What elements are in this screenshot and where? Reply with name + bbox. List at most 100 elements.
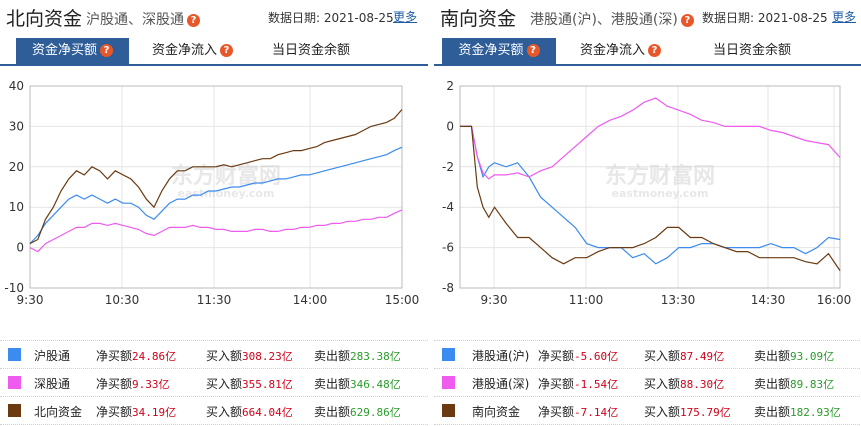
y-tick-label: -10 bbox=[4, 281, 24, 295]
x-tick-label: 14:00 bbox=[293, 293, 328, 307]
more-link[interactable]: 更多 bbox=[393, 10, 418, 24]
buy-value: 308.23亿 bbox=[242, 350, 293, 363]
x-tick-label: 9:30 bbox=[481, 293, 508, 307]
legend-name: 港股通(沪) bbox=[472, 349, 530, 363]
legend-row[interactable]: 南向资金 净买额-7.14亿 买入额175.79亿 卖出额182.93亿 bbox=[434, 396, 861, 425]
series-line bbox=[29, 109, 403, 245]
y-tick-label: 20 bbox=[9, 160, 24, 174]
tab-balance[interactable]: 当日资金余额 bbox=[272, 38, 350, 64]
buy-amount: 买入额88.30亿 bbox=[644, 375, 724, 392]
net-label: 净买额 bbox=[538, 349, 575, 363]
help-icon[interactable]: ? bbox=[220, 44, 234, 57]
sell-value: 283.38亿 bbox=[350, 350, 401, 363]
x-tick-label: 11:00 bbox=[569, 293, 604, 307]
tab-net-buy[interactable]: 资金净买额? bbox=[442, 38, 556, 64]
tab-net-inflow[interactable]: 资金净流入? bbox=[580, 38, 662, 64]
sell-label: 卖出额 bbox=[754, 349, 791, 363]
help-icon[interactable]: ? bbox=[100, 44, 113, 57]
net-buy: 净买额-5.60亿 bbox=[538, 347, 618, 364]
legend-row[interactable]: 港股通(沪) 净买额-5.60亿 买入额87.49亿 卖出额93.09亿 bbox=[434, 340, 861, 368]
panel-subtitle: 港股通(沪)、港股通(深)? bbox=[530, 9, 694, 29]
legend-swatch bbox=[442, 376, 455, 389]
sell-value: 182.93亿 bbox=[790, 406, 841, 419]
net-value: 34.19亿 bbox=[132, 406, 177, 419]
buy-value: 355.81亿 bbox=[242, 378, 293, 391]
legend-swatch bbox=[8, 404, 21, 417]
sell-amount: 卖出额346.48亿 bbox=[314, 375, 401, 392]
legend-name: 南向资金 bbox=[472, 405, 521, 419]
north-panel: 北向资金 沪股通、深股通? 数据日期: 2021-08-25 更多 资金净买额?… bbox=[0, 0, 428, 426]
net-value: 24.86亿 bbox=[132, 350, 177, 363]
sell-label: 卖出额 bbox=[314, 349, 351, 363]
buy-amount: 买入额308.23亿 bbox=[206, 347, 293, 364]
legend-row[interactable]: 深股通 净买额9.33亿 买入额355.81亿 卖出额346.48亿 bbox=[0, 368, 428, 396]
tab-label: 当日资金余额 bbox=[713, 43, 792, 58]
date-display: 数据日期: 2021-08-25 bbox=[268, 9, 394, 26]
sell-value: 346.48亿 bbox=[350, 378, 401, 391]
y-tick-label: 0 bbox=[16, 241, 24, 255]
sell-label: 卖出额 bbox=[754, 377, 791, 391]
tab-net-inflow[interactable]: 资金净流入? bbox=[152, 38, 234, 64]
tabs-underline bbox=[0, 64, 428, 66]
buy-label: 买入额 bbox=[206, 377, 243, 391]
y-tick-label: 40 bbox=[9, 79, 24, 93]
buy-label: 买入额 bbox=[644, 377, 681, 391]
south-panel: 南向资金 港股通(沪)、港股通(深)? 数据日期: 2021-08-25 更多 … bbox=[434, 0, 861, 426]
y-tick-label: 10 bbox=[9, 200, 24, 214]
watermark: 东方财富网 bbox=[605, 163, 715, 189]
y-tick-label: 30 bbox=[9, 119, 24, 133]
sell-value: 629.86亿 bbox=[350, 406, 401, 419]
tab-label: 资金净买额 bbox=[458, 43, 524, 58]
help-icon[interactable]: ? bbox=[526, 44, 540, 57]
series-line bbox=[460, 125, 841, 271]
y-tick-label: -6 bbox=[442, 241, 454, 255]
panel-title: 南向资金 bbox=[440, 8, 517, 30]
net-buy: 净买额-7.14亿 bbox=[538, 403, 618, 420]
tabs-underline bbox=[434, 64, 861, 66]
help-icon[interactable]: ? bbox=[680, 13, 694, 27]
south-legend: 港股通(沪) 净买额-5.60亿 买入额87.49亿 卖出额93.09亿 港股通(深) 净… bbox=[434, 340, 861, 425]
x-tick-label: 11:30 bbox=[197, 293, 232, 307]
watermark-sub: eastmoney.com bbox=[178, 187, 275, 200]
legend-row[interactable]: 沪股通 净买额24.86亿 买入额308.23亿 卖出额283.38亿 bbox=[0, 340, 428, 368]
y-tick-label: -2 bbox=[442, 160, 454, 174]
x-tick-label: 15:00 bbox=[385, 293, 420, 307]
net-buy: 净买额-1.54亿 bbox=[538, 375, 618, 392]
sell-label: 卖出额 bbox=[314, 405, 351, 419]
north-chart: -10 0 10 20 30 40 9:30 10:30 11:30 14:00 15:00 东方财富… bbox=[4, 79, 420, 307]
buy-value: 88.30亿 bbox=[680, 378, 725, 391]
tab-label: 资金净流入 bbox=[580, 43, 646, 58]
net-label: 净买额 bbox=[538, 377, 575, 391]
tab-label: 资金净买额 bbox=[31, 43, 97, 58]
net-label: 净买额 bbox=[96, 377, 133, 391]
legend-swatch bbox=[442, 404, 455, 417]
more-link[interactable]: 更多 bbox=[832, 10, 857, 24]
y-tick-label: 0 bbox=[446, 119, 454, 133]
y-tick-label: 2 bbox=[446, 79, 454, 93]
net-value: 9.33亿 bbox=[132, 378, 170, 391]
tab-net-buy[interactable]: 资金净买额? bbox=[16, 38, 129, 64]
x-tick-label: 9:30 bbox=[17, 293, 44, 307]
tab-balance[interactable]: 当日资金余额 bbox=[713, 38, 791, 64]
buy-amount: 买入额664.04亿 bbox=[206, 403, 293, 420]
series-line bbox=[460, 125, 841, 265]
help-icon[interactable]: ? bbox=[187, 13, 200, 27]
legend-swatch bbox=[442, 348, 455, 361]
net-value: -5.60亿 bbox=[574, 350, 619, 363]
legend-row[interactable]: 北向资金 净买额34.19亿 买入额664.04亿 卖出额629.86亿 bbox=[0, 396, 428, 425]
tab-label: 资金净流入 bbox=[152, 43, 218, 58]
tab-label: 当日资金余额 bbox=[272, 43, 351, 58]
date-value: 2021-08-25 bbox=[757, 11, 828, 25]
south-chart: -8 -6 -4 -2 0 2 9:30 11:00 13:30 14:30 16:00 东方财富网e… bbox=[442, 79, 852, 307]
buy-label: 买入额 bbox=[644, 405, 681, 419]
legend-row[interactable]: 港股通(深) 净买额-1.54亿 买入额88.30亿 卖出额89.83亿 bbox=[434, 368, 861, 396]
south-tabs: 资金净买额? 资金净流入? 当日资金余额 bbox=[434, 38, 861, 66]
buy-value: 175.79亿 bbox=[680, 406, 731, 419]
legend-name: 北向资金 bbox=[34, 405, 83, 419]
series-line bbox=[460, 97, 841, 180]
series-line bbox=[29, 146, 403, 245]
subtitle-text: 沪股通、深股通 bbox=[86, 12, 184, 28]
help-icon[interactable]: ? bbox=[648, 44, 662, 57]
x-tick-label: 16:00 bbox=[817, 293, 852, 307]
watermark-sub: eastmoney.com bbox=[612, 187, 709, 200]
